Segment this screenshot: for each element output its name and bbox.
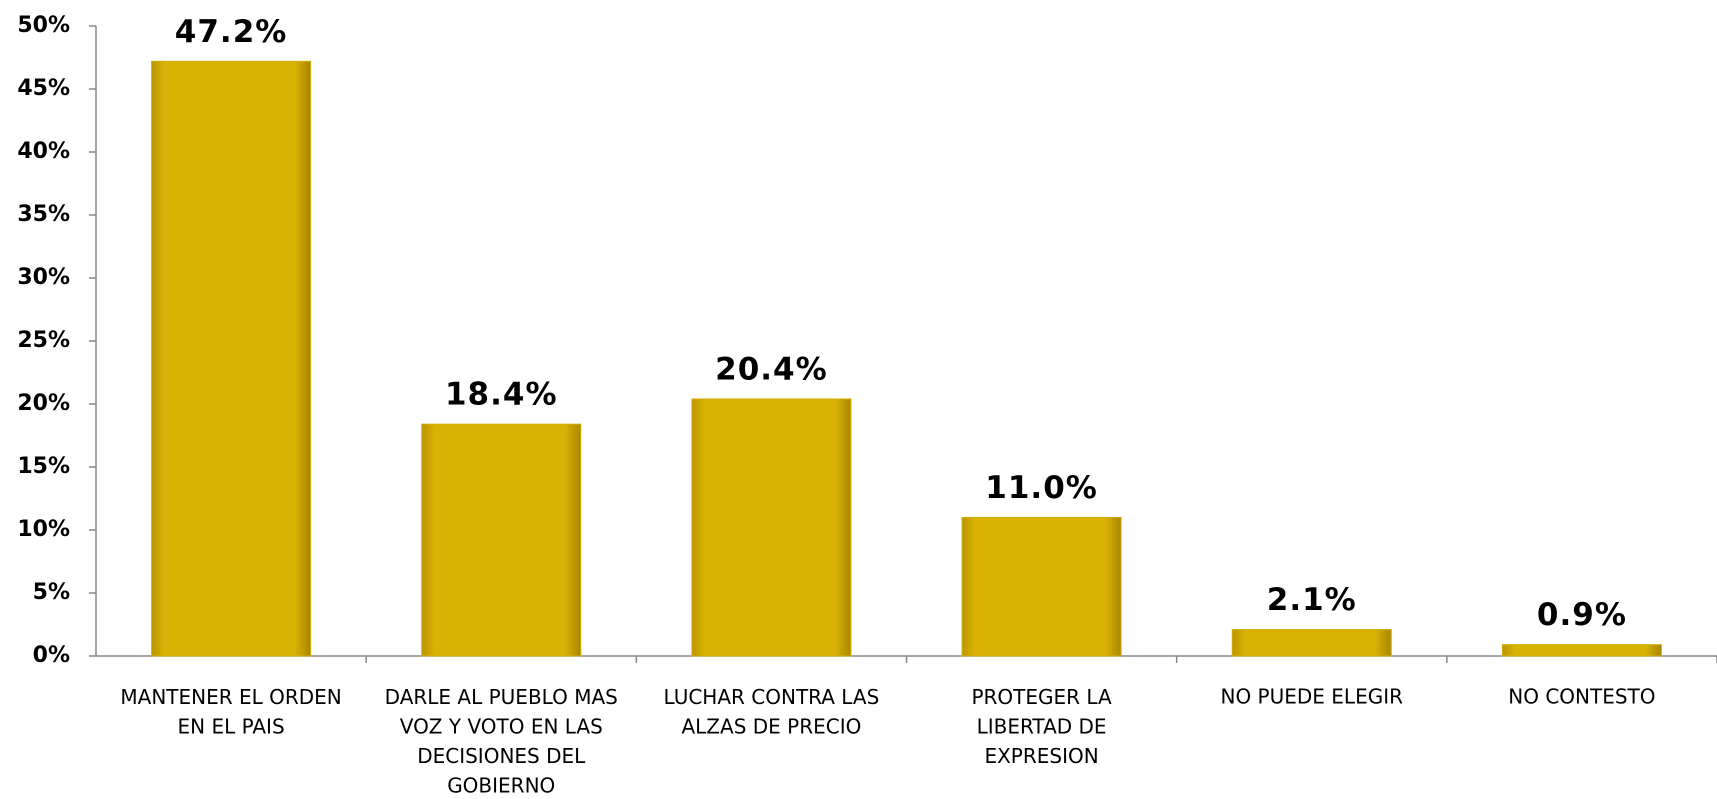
y-tick-label: 40% (17, 139, 70, 164)
x-tick-label: NO CONTESTO (1508, 685, 1655, 709)
y-tick-label: 15% (17, 454, 70, 479)
y-tick-label: 50% (17, 13, 70, 38)
y-tick-label: 25% (17, 328, 70, 353)
y-tick-label: 45% (17, 76, 70, 101)
bar (151, 60, 312, 657)
x-tick-label: PROTEGER LA LIBERTAD DE EXPRESION (971, 685, 1112, 768)
y-tick-label: 5% (33, 580, 70, 605)
value-label: 2.1% (1267, 582, 1357, 618)
y-tick-label: 35% (17, 202, 70, 227)
x-tick-label: NO PUEDE ELEGIR (1221, 685, 1404, 709)
bar (691, 398, 852, 657)
y-tick-label: 20% (17, 391, 70, 416)
bar (421, 423, 582, 657)
y-tick-label: 30% (17, 265, 70, 290)
bar (1501, 644, 1662, 657)
x-tick-label: DARLE AL PUEBLO MAS VOZ Y VOTO EN LAS DECI… (385, 685, 618, 798)
value-label: 0.9% (1537, 597, 1627, 633)
bar (961, 516, 1122, 657)
value-label: 47.2% (175, 14, 288, 50)
value-label: 18.4% (445, 377, 558, 413)
y-tick-label: 0% (33, 643, 70, 668)
bar (1231, 629, 1392, 657)
x-tick-label: LUCHAR CONTRA LAS ALZAS DE PRECIO (664, 685, 880, 739)
x-tick-label: MANTENER EL ORDEN EN EL PAIS (120, 685, 341, 739)
y-tick-label: 10% (17, 517, 70, 542)
value-label: 11.0% (985, 470, 1098, 506)
value-label: 20.4% (715, 351, 828, 387)
